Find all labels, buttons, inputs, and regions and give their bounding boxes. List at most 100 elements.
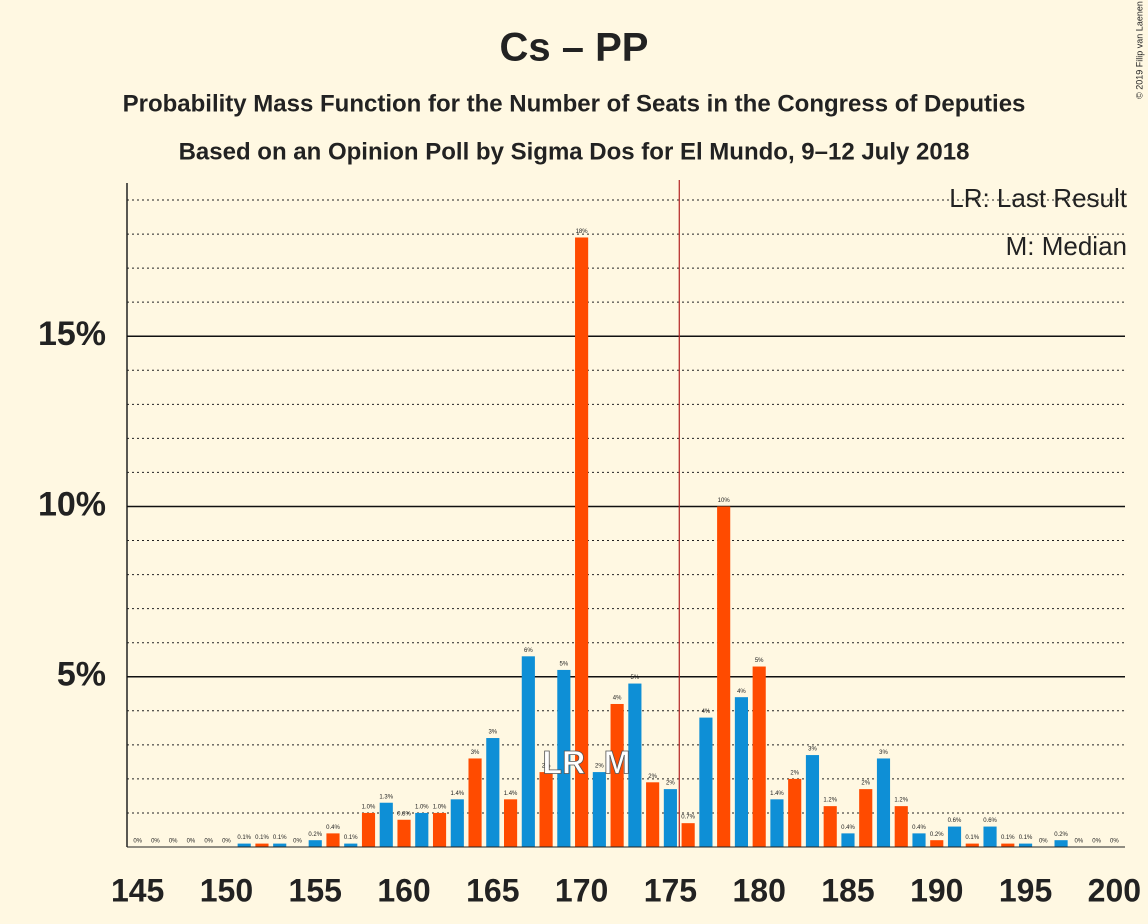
data-label: 1.4% [450,791,464,797]
y-tick-label: 5% [57,656,106,694]
x-tick-label: 195 [999,872,1052,908]
data-label: 0.1% [237,835,251,841]
data-label: 2% [861,781,870,787]
data-label: 3% [808,747,817,753]
chart-title: Cs – PP [500,26,649,70]
bar [717,506,731,847]
data-label: 1.0% [362,805,376,811]
data-label: 0.4% [326,825,340,831]
x-tick-label: 200 [1088,872,1141,908]
data-label: 0% [1110,839,1119,845]
bar [699,717,713,847]
bar [504,799,518,847]
data-label: 0% [1092,839,1101,845]
bar [539,772,553,847]
bar [308,840,322,847]
bar [415,812,429,847]
data-label: 0.6% [948,818,962,824]
data-label: 1.3% [379,794,393,800]
data-label: 0.1% [344,835,358,841]
annotation: LR [543,744,586,780]
data-label: 0% [1039,839,1048,845]
data-label: 2% [666,781,675,787]
data-label: 0% [133,839,142,845]
bar [557,669,571,847]
data-label: 1.0% [433,805,447,811]
data-label: 5% [755,658,764,664]
data-label: 1.2% [894,798,908,804]
bar [432,812,447,847]
data-label: 0% [187,839,196,845]
bar [361,812,376,847]
y-tick-label: 15% [38,315,106,353]
data-label: 3% [471,750,480,756]
bar [983,826,997,847]
annotation: M [604,744,631,780]
bar [805,755,820,847]
data-label: 0.1% [255,835,269,841]
data-label: 0% [204,839,213,845]
data-label: 18% [576,229,589,235]
x-tick-label: 175 [644,872,697,908]
bar [237,843,251,847]
bar [521,656,535,847]
subtitle: Based on an Opinion Poll by Sigma Dos fo… [179,138,970,165]
bar [379,802,393,847]
bar [681,823,695,847]
data-label: 4% [702,709,711,715]
data-label: 4% [613,696,622,702]
bar [592,772,606,847]
bar [965,843,979,847]
data-label: 10% [718,498,731,504]
x-tick-label: 165 [466,872,519,908]
data-label: 0.6% [983,818,997,824]
data-label: 0.2% [930,832,944,838]
data-label: 0.1% [1001,835,1015,841]
bar [823,806,837,847]
bar [575,237,589,847]
data-label: 2% [542,764,551,770]
legend-text: M: Median [1006,231,1127,261]
data-label: 0% [293,839,302,845]
data-label: 1.2% [823,798,837,804]
bar [610,703,624,847]
x-tick-label: 160 [377,872,430,908]
bar [663,789,677,847]
bar [450,799,464,847]
x-tick-label: 150 [200,872,253,908]
x-tick-label: 145 [111,872,164,908]
data-label: 0.4% [912,825,926,831]
bar [894,806,908,847]
x-tick-label: 155 [289,872,342,908]
x-tick-label: 180 [732,872,785,908]
data-label: 0% [222,839,231,845]
bar [646,782,660,847]
bar [486,738,500,847]
bar [628,683,642,847]
data-label: 0% [151,839,160,845]
data-label: 1.0% [415,805,429,811]
bar [841,833,855,847]
bar [1001,843,1015,847]
data-label: 3% [488,730,497,736]
data-label: 3% [879,750,888,756]
x-tick-label: 170 [555,872,608,908]
bar [273,843,287,847]
data-label: 0.1% [1019,835,1033,841]
data-label: 5% [560,662,569,668]
bar [876,758,891,847]
bar [734,697,748,847]
bar [930,840,944,847]
bar [947,826,962,847]
x-tick-label: 190 [910,872,963,908]
data-label: 0.2% [308,832,322,838]
data-label: 0.8% [397,811,411,817]
data-label: 0.1% [273,835,287,841]
subtitle: Probability Mass Function for the Number… [123,90,1026,117]
bar [859,789,873,847]
data-label: 6% [524,648,533,654]
copyright: © 2019 Filip van Laenen [1134,1,1144,99]
bar [1054,840,1068,847]
data-label: 2% [595,764,604,770]
